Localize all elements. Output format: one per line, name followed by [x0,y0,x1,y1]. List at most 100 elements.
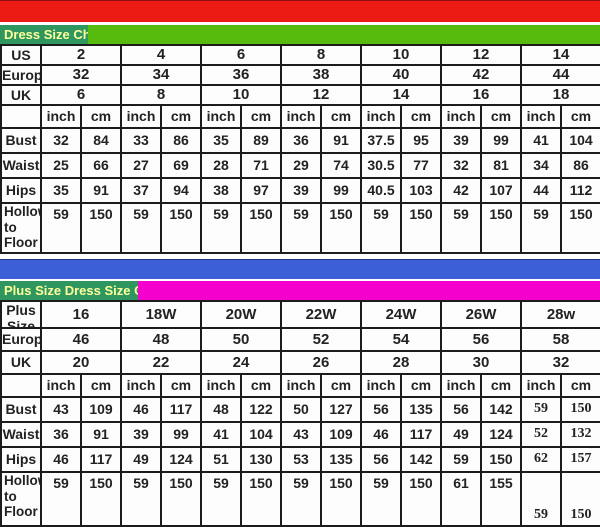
table-body: US2468101214Europe32343638404244UK681012… [0,44,600,254]
row-label: UK [0,350,42,375]
measurement-value-cell: 150 [480,202,522,254]
measurement-value-cell: 59 [200,471,242,527]
unit-inch-cell: inch [280,104,322,129]
unit-inch-cell: inch [200,373,242,398]
measurement-value-cell: 84 [80,127,122,154]
size-system-row: Europe32343638404244 [0,64,600,86]
measurement-value-cell: 48 [200,396,242,423]
measurement-value-cell: 59 [200,202,242,254]
measurement-row: Bust 43 109 46 117 48 122 50 127 56 135 56 142 59 150 [0,396,600,423]
measurement-value-cell: 130 [240,446,282,473]
row-label-line: Bust [5,401,37,418]
unit-inch-cell: inch [360,104,402,129]
measurement-value-cell: 150 [480,446,522,473]
plus-size-table-container: PlusSize1618W20W22W24W26W28wEurope464850… [0,300,600,527]
size-value-cell: 18 [520,84,600,106]
size-value-cell: 16 [440,84,522,106]
measurement-value-cell: 41 [520,127,562,154]
plus-size-dress-size-chart: PlusSize1618W20W22W24W26W28wEurope464850… [0,300,600,527]
measurement-value-cell: 59 [440,446,482,473]
row-label-line: Waist [2,157,40,174]
size-value-cell: 12 [280,84,362,106]
unit-inch-cell: inch [200,104,242,129]
unit-cm-cell: cm [400,104,442,129]
measurement-value-cell: 46 [120,396,162,423]
size-value-cell: 10 [200,84,282,106]
measurement-value-cell: 150 [559,396,600,423]
measurement-value-cell: 30.5 [360,152,402,179]
measurement-value-cell: 150 [559,471,600,527]
unit-inch-cell: inch [40,373,82,398]
measurement-value-cell: 150 [560,202,600,254]
measurement-value-cell: 142 [400,446,442,473]
measurement-value-cell: 71 [240,152,282,179]
size-system-row: UK 6 8 10 12 14 16 18 [0,84,600,106]
measurement-value-cell: 142 [480,396,522,423]
measurement-value-cell: 42 [440,177,482,204]
unit-cm-cell: cm [240,373,282,398]
size-value-cell: 2 [40,44,122,66]
measurement-value-cell: 150 [160,202,202,254]
measurement-value-cell: 35 [200,127,242,154]
row-label: Hollowto Floor [0,202,42,254]
size-value-cell: 22 [120,350,202,375]
unit-inch-cell: inch [360,373,402,398]
size-value-cell: 58 [519,327,600,352]
corner-cell [0,104,42,129]
measurement-value-cell: 109 [80,396,122,423]
row-label-line: Plus [6,302,36,318]
measurement-value-cell: 89 [240,127,282,154]
measurement-value-cell: 39 [440,127,482,154]
row-label: US [0,44,42,66]
row-label: Hips [0,177,42,204]
measurement-value-cell: 66 [80,152,122,179]
top-red-banner [0,0,600,22]
unit-cm-cell: cm [480,373,522,398]
measurement-value-cell: 117 [400,421,442,448]
measurement-value-cell: 117 [160,396,202,423]
measurement-value-cell: 86 [160,127,202,154]
unit-cm-cell: cm [320,104,362,129]
measurement-value-cell: 157 [559,446,600,473]
measurement-value-cell: 37.5 [360,127,402,154]
measurement-row: Hips 35 91 37 94 38 97 39 99 40.5 103 42 107 44 112 [0,177,600,204]
size-system-row: Plus Size 16 18W 20W 22W 24W 26W 28w [0,300,600,329]
measurement-value-cell: 77 [400,152,442,179]
standard-size-table-container: US2468101214Europe32343638404244UK681012… [0,44,600,254]
unit-cm-cell: cm [160,373,202,398]
size-value-cell: 14 [520,44,600,66]
size-value-cell: 26W [440,300,522,329]
size-value-cell: 16 [40,300,122,329]
size-value-cell: 52 [280,327,362,352]
measurement-value-cell: 36 [280,127,322,154]
size-value-cell: 40 [360,64,442,86]
size-value-cell: 36 [200,64,282,86]
measurement-value-cell: 135 [320,446,362,473]
row-label-line: Hollow [4,204,39,219]
row-label: Plus Size [0,300,42,329]
plus-chart-title: Plus Size Dress Size Chart [0,281,138,300]
row-label: UK [0,84,42,106]
row-label-line: to Floor [4,219,38,251]
measurement-value-cell: 51 [200,446,242,473]
unit-header-row: inch cm inch cm inch cm inch cm inch cm inch cm inch… [0,104,600,129]
unit-inch-cell: inch [120,104,162,129]
measurement-value-cell: 49 [440,421,482,448]
measurement-value-cell: 59 [40,471,82,527]
unit-cm-cell: cm [320,373,362,398]
measurement-value-cell: 56 [360,396,402,423]
measurement-value-cell: 150 [400,202,442,254]
unit-inch-cell: inch [440,373,482,398]
measurement-value-cell: 28 [200,152,242,179]
row-label: Europe [0,327,42,352]
clipped-label: Plus Size [3,302,39,326]
size-value-cell: 44 [520,64,600,86]
measurement-value-cell: 59 [360,471,402,527]
size-value-cell: 28w [519,300,600,329]
size-value-cell: 46 [40,327,122,352]
size-value-cell: 8 [120,84,202,106]
plus-chart-title-band: Plus Size Dress Size Chart [0,281,600,300]
measurement-value-cell: 33 [120,127,162,154]
row-label: Waist [0,152,42,179]
measurement-value-cell: 124 [160,446,202,473]
